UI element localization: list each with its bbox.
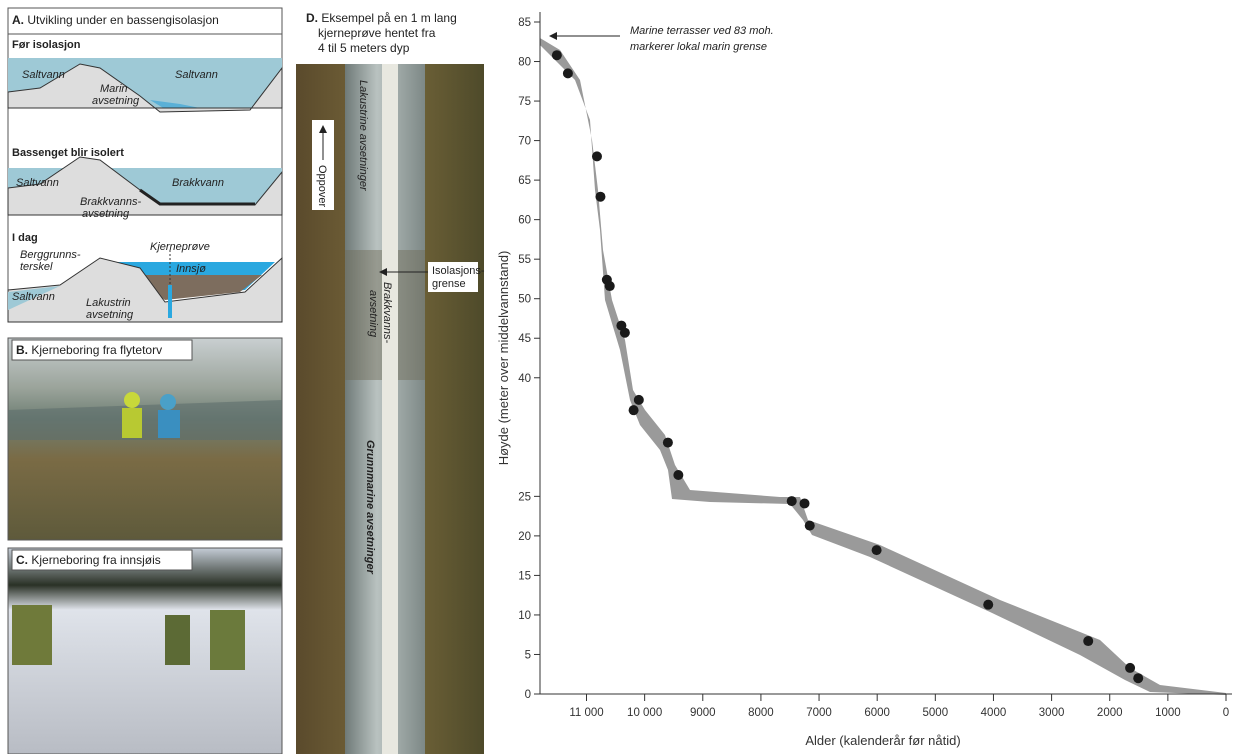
- label: Marin: [100, 83, 128, 95]
- x-tick-label: 8000: [748, 707, 774, 719]
- label: Saltvann: [16, 177, 59, 189]
- label: Berggrunns-: [20, 249, 81, 261]
- data-point: [629, 405, 639, 415]
- x-tick-label: 7000: [806, 707, 832, 719]
- label: Lakustrin: [86, 297, 131, 309]
- panel-d: D. Eksempel på en 1 m lang kjerneprøve h…: [296, 8, 485, 754]
- label: Saltvann: [175, 69, 218, 81]
- y-tick-label: 15: [518, 570, 531, 582]
- data-point: [620, 328, 630, 338]
- x-tick-label: 6000: [864, 707, 890, 719]
- panel-title: D. Eksempel på en 1 m lang: [306, 11, 457, 25]
- x-tick-label: 5000: [923, 707, 949, 719]
- x-tick-label: 3000: [1039, 707, 1065, 719]
- x-tick-label: 9000: [690, 707, 716, 719]
- y-tick-label: 25: [518, 491, 531, 503]
- heading: I dag: [12, 232, 38, 244]
- data-point: [552, 50, 562, 60]
- y-tick-label: 50: [518, 294, 531, 306]
- y-tick-label: 60: [518, 215, 531, 227]
- annotation: markerer lokal marin grense: [630, 41, 767, 53]
- data-point: [872, 545, 882, 555]
- y-tick-label: 0: [525, 689, 531, 701]
- x-tick-label: 2000: [1097, 707, 1123, 719]
- y-tick-label: 70: [518, 136, 531, 148]
- panel-title-line: 4 til 5 meters dyp: [318, 41, 410, 55]
- data-point: [1083, 636, 1093, 646]
- heading: Bassenget blir isolert: [12, 147, 124, 159]
- panel-c: C. Kjerneboring fra innsjøis: [8, 548, 282, 754]
- x-tick-label: 0: [1223, 707, 1229, 719]
- label: avsetning: [82, 208, 130, 220]
- annotation: Marine terrasser ved 83 moh.: [630, 25, 774, 37]
- data-point: [673, 470, 683, 480]
- y-tick-label: 80: [518, 57, 531, 69]
- panel-title: B. Kjerneboring fra flytetorv: [16, 343, 162, 357]
- y-tick-label: 75: [518, 96, 531, 108]
- label: avsetning: [92, 95, 140, 107]
- panel-a: A. Utvikling under en bassengisolasjon F…: [8, 8, 282, 322]
- figure: A. Utvikling under en bassengisolasjon F…: [0, 0, 1253, 754]
- data-point: [1125, 663, 1135, 673]
- y-tick-label: 45: [518, 333, 531, 345]
- label: Lakustrine avsetninger: [357, 80, 369, 192]
- label: Saltvann: [12, 291, 55, 303]
- uncertainty-band: [540, 38, 1226, 695]
- data-point: [605, 281, 615, 291]
- chart: Marine terrasser ved 83 moh. markerer lo…: [496, 12, 1232, 748]
- x-tick-label: 1000: [1155, 707, 1181, 719]
- data-point: [800, 498, 810, 508]
- y-tick-label: 40: [518, 373, 531, 385]
- y-tick-label: 65: [518, 175, 531, 187]
- data-point: [983, 600, 993, 610]
- label: avsetning: [367, 290, 379, 338]
- label: Isolasjons-: [432, 265, 485, 277]
- label: avsetning: [86, 309, 134, 321]
- data-point: [663, 438, 673, 448]
- y-tick-label: 55: [518, 254, 531, 266]
- label: Saltvann: [22, 69, 65, 81]
- y-axis-label: Høyde (meter over middelvannstand): [496, 251, 511, 466]
- data-point: [787, 496, 797, 506]
- panel-title: A. Utvikling under en bassengisolasjon: [12, 13, 219, 27]
- data-point: [805, 521, 815, 531]
- label: Brakkvanns-: [381, 282, 393, 343]
- x-tick-label: 4000: [981, 707, 1007, 719]
- panel-title-line: kjerneprøve hentet fra: [318, 26, 436, 40]
- panel-b: B. Kjerneboring fra flytetorv: [8, 338, 282, 540]
- y-tick-label: 10: [518, 610, 531, 622]
- data-point: [634, 395, 644, 405]
- label: Brakkvanns-: [80, 196, 141, 208]
- data-point: [595, 192, 605, 202]
- x-axis-label: Alder (kalenderår før nåtid): [805, 733, 960, 748]
- x-tick-label: 10 000: [627, 707, 662, 719]
- label: terskel: [20, 261, 53, 273]
- data-point: [563, 68, 573, 78]
- data-point: [592, 151, 602, 161]
- y-tick-label: 5: [525, 649, 531, 661]
- data-point: [1133, 673, 1143, 683]
- label: Innsjø: [176, 263, 206, 275]
- label: Kjerneprøve: [150, 241, 210, 253]
- label: grense: [432, 278, 466, 290]
- label: Oppover: [316, 165, 328, 208]
- y-tick-label: 20: [518, 531, 531, 543]
- x-tick-label: 11 000: [569, 707, 603, 719]
- label: Brakkvann: [172, 177, 224, 189]
- panel-title: C. Kjerneboring fra innsjøis: [16, 553, 161, 567]
- heading: Før isolasjon: [12, 39, 81, 51]
- label: Grunnmarine avsetninger: [364, 440, 376, 575]
- y-tick-label: 85: [518, 17, 531, 29]
